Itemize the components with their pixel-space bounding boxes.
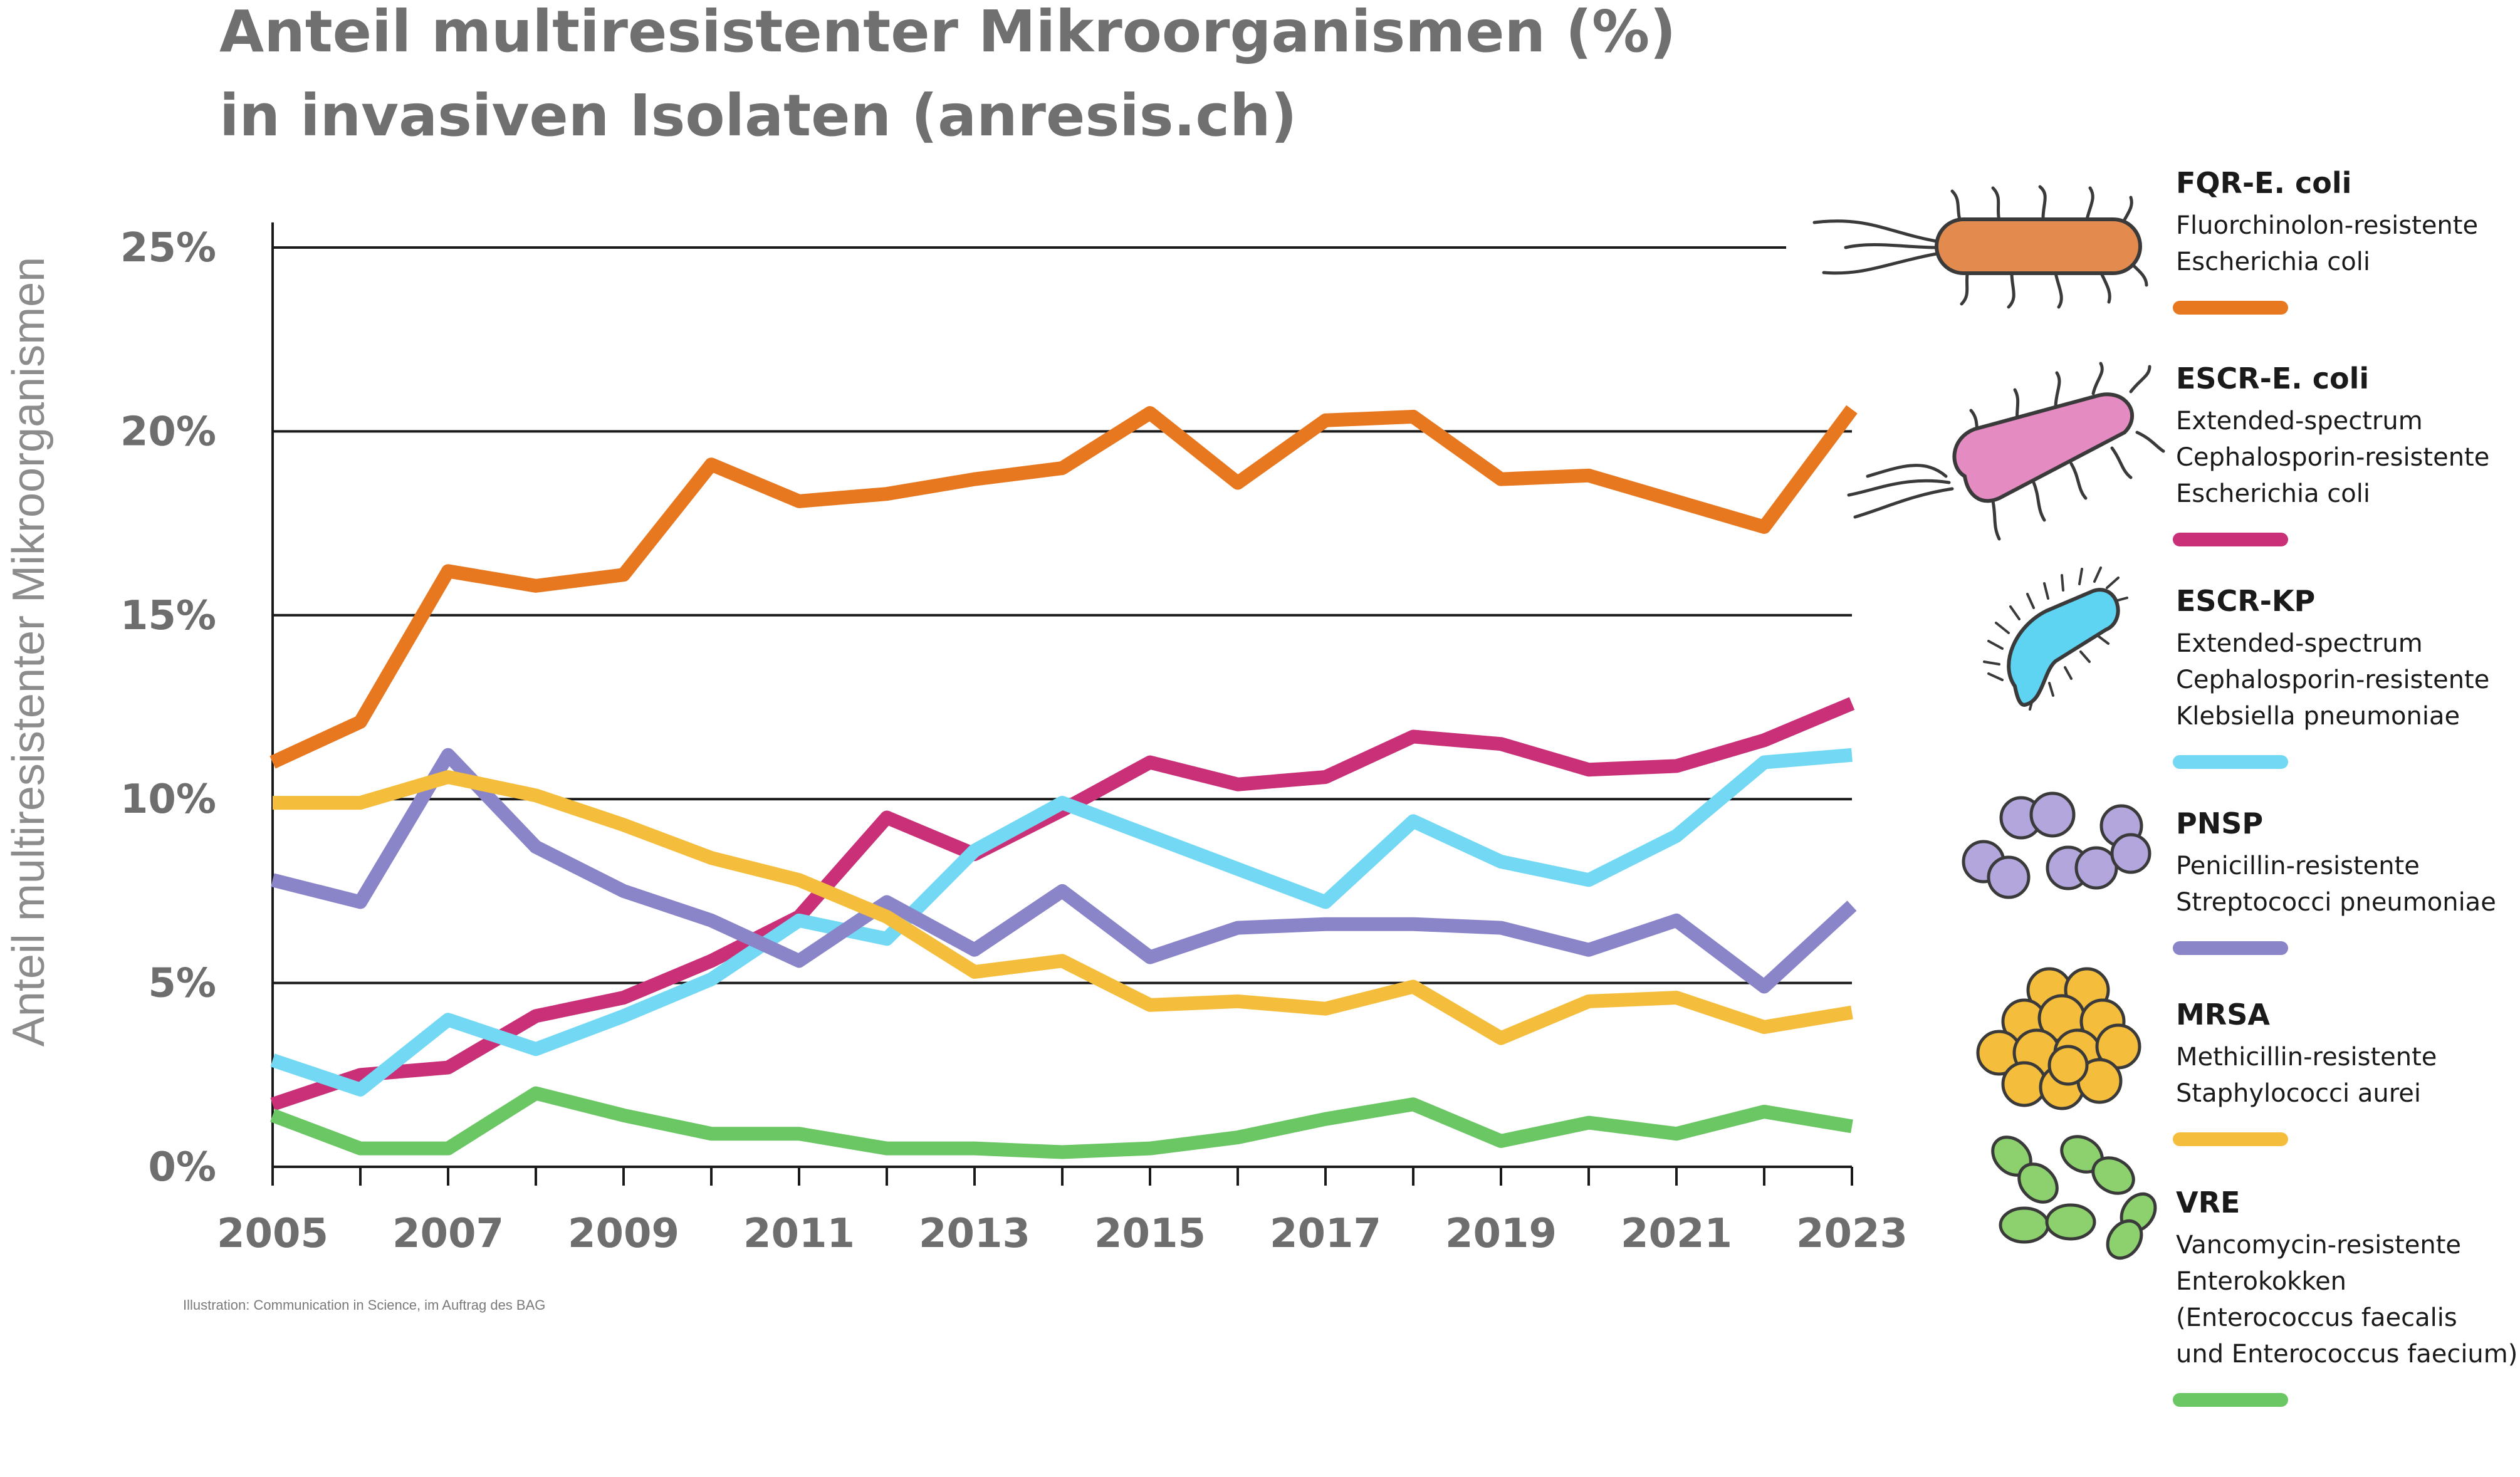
x-tick-label: 2021 — [1621, 1211, 1732, 1257]
series-line-escr-kp — [270, 748, 1853, 1097]
rod-bacterium-icon-blue — [1983, 566, 2128, 711]
legend-description: Vancomycin-resistente — [2176, 1231, 2461, 1260]
rod-bacterium-icon-pink — [1847, 362, 2165, 541]
series-lines — [269, 405, 1858, 1159]
legend-description: Fluorchinolon-resistente — [2176, 211, 2478, 240]
legend-description: Methicillin-resistente — [2176, 1043, 2437, 1072]
series-line-mrsa — [273, 770, 1853, 1045]
x-tick-label: 2007 — [392, 1211, 504, 1257]
chart-title-line-2: in invasiven Isolaten (anresis.ch) — [219, 82, 1297, 149]
y-tick-label: 20% — [120, 409, 216, 455]
legend: FQR-E. coli Fluorchinolon-resistente Esche… — [1812, 166, 2517, 1407]
enterococci-chain-icon-green — [1991, 1135, 2157, 1260]
x-tick-label: 2009 — [568, 1211, 679, 1257]
x-tick-label: 2017 — [1270, 1211, 1381, 1257]
legend-description: und Enterococcus faecium) — [2176, 1340, 2517, 1369]
series-line-pnsp — [271, 748, 1857, 994]
legend-description: Escherichia coli — [2176, 479, 2370, 508]
legend-description: Penicillin-resistente — [2176, 852, 2420, 880]
legend-code: VRE — [2176, 1186, 2240, 1219]
legend-description: Cephalosporin-resistente — [2176, 443, 2489, 472]
x-tick-label: 2023 — [1796, 1211, 1908, 1257]
legend-description: Enterokokken — [2176, 1267, 2346, 1296]
y-tick-label: 25% — [120, 225, 216, 271]
chart-title-line-1: Anteil multiresistenter Mikroorganismen … — [219, 0, 1676, 65]
x-tick-label: 2015 — [1094, 1211, 1206, 1257]
y-axis-label: Anteil multiresistenter Mikroorganismen — [4, 257, 54, 1046]
legend-description: Escherichia coli — [2176, 248, 2370, 276]
axes — [271, 222, 1853, 1186]
x-tick-label: 2019 — [1445, 1211, 1557, 1257]
legend-description: (Enterococcus faecalis — [2176, 1303, 2457, 1332]
series-line-vre — [270, 1086, 1853, 1159]
legend-description: Extended-spectrum — [2176, 629, 2423, 658]
staphylococci-cluster-icon-yellow — [1976, 967, 2141, 1110]
x-tick-label: 2013 — [919, 1211, 1030, 1257]
credit-text: Illustration: Communication in Science, … — [183, 1297, 545, 1313]
tick-labels: 0% 5% 10% 15% 20% 25% 2005 2007 2009 2011 2013 2015… — [120, 225, 1908, 1257]
y-tick-label: 15% — [120, 593, 216, 639]
legend-code: MRSA — [2176, 998, 2270, 1031]
legend-description: Staphylococci aurei — [2176, 1079, 2421, 1108]
legend-description: Klebsiella pneumoniae — [2176, 702, 2460, 731]
y-tick-label: 5% — [148, 961, 216, 1007]
rod-bacterium-icon-orange — [1812, 185, 2148, 309]
legend-code: ESCR-E. coli — [2176, 362, 2369, 395]
legend-description: Extended-spectrum — [2176, 407, 2423, 436]
x-tick-label: 2011 — [743, 1211, 855, 1257]
legend-code: PNSP — [2176, 806, 2263, 840]
legend-description: Streptococci pneumoniae — [2176, 888, 2496, 917]
legend-code: ESCR-KP — [2176, 584, 2315, 618]
legend-description: Cephalosporin-resistente — [2176, 665, 2489, 694]
legend-code: FQR-E. coli — [2176, 166, 2351, 200]
y-tick-label: 0% — [148, 1144, 216, 1191]
series-line-fqr-e-coli — [269, 405, 1858, 769]
diplococci-icon-purple — [1962, 791, 2151, 899]
y-tick-label: 10% — [120, 776, 216, 823]
x-tick-label: 2005 — [217, 1211, 328, 1257]
